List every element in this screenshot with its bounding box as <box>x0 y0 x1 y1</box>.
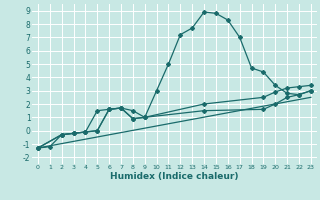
X-axis label: Humidex (Indice chaleur): Humidex (Indice chaleur) <box>110 172 239 181</box>
